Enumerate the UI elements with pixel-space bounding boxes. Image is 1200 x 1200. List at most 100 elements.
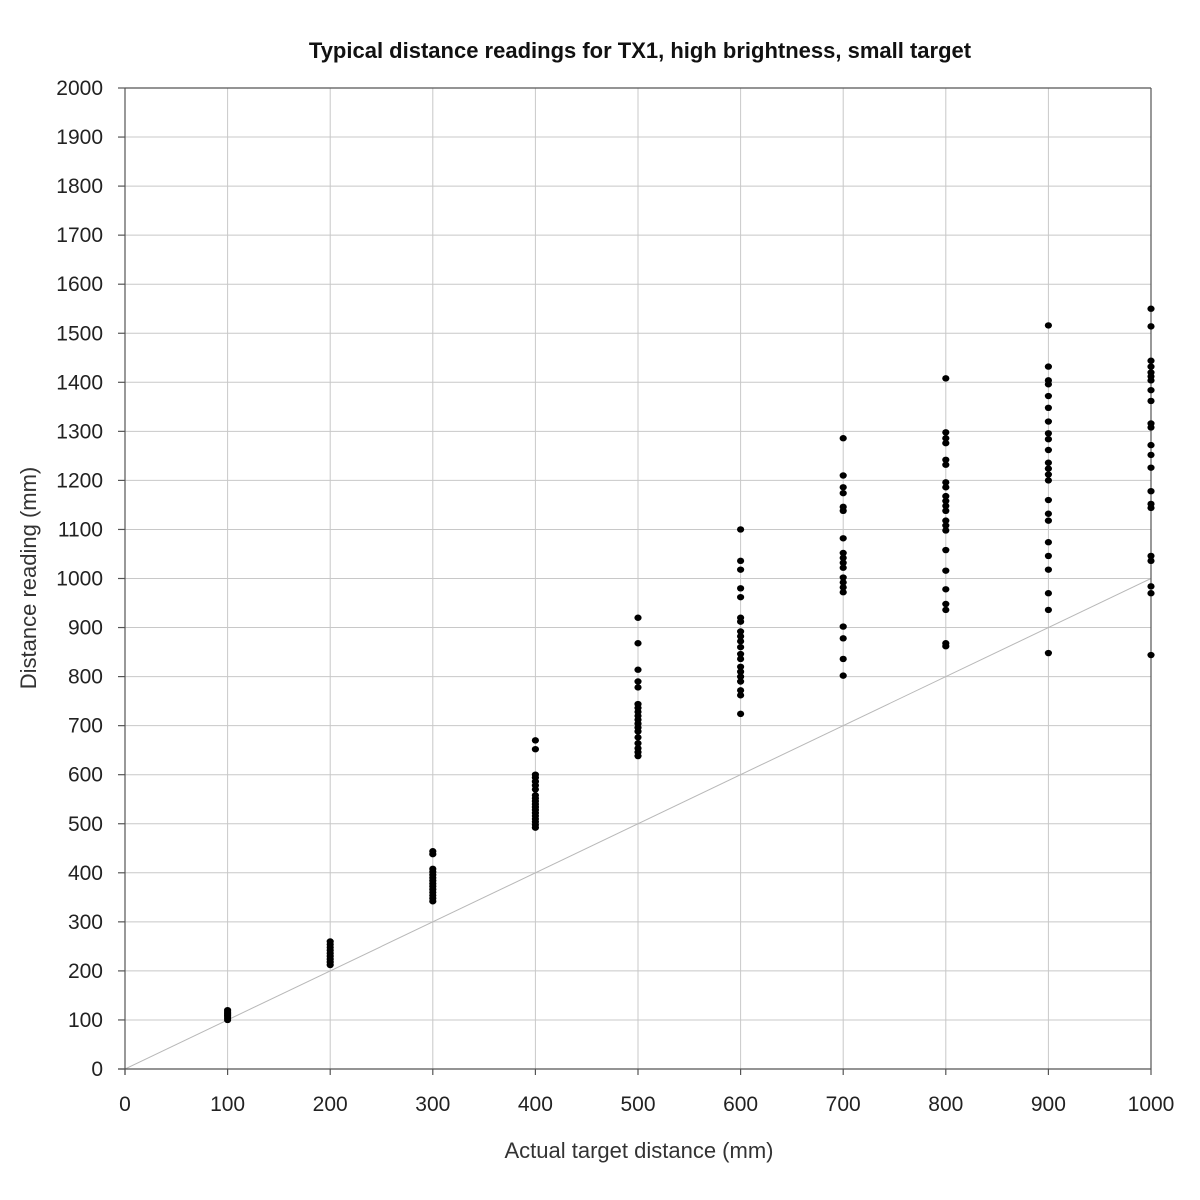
x-tick-label-700: 700 [826, 1093, 861, 1116]
data-point-700-5 [839, 584, 847, 591]
data-point-900-0 [1044, 649, 1052, 657]
data-point-500-12 [634, 700, 642, 708]
data-point-800-19 [942, 435, 950, 442]
data-point-800-6 [942, 546, 950, 554]
x-tick-label-400: 400 [518, 1093, 553, 1116]
data-point-400-17 [531, 745, 540, 753]
x-tick-label-100: 100 [210, 1093, 245, 1116]
data-point-600-11 [737, 633, 745, 640]
data-point-1000-7 [1147, 487, 1155, 495]
x-tick-label-200: 200 [313, 1093, 348, 1116]
y-axis-label: Distance reading (mm) [16, 467, 41, 690]
data-point-900-16 [1044, 418, 1052, 425]
data-point-600-10 [737, 638, 745, 645]
data-point-1000-8 [1147, 464, 1155, 471]
data-point-800-8 [942, 522, 950, 529]
x-tick-label-600: 600 [723, 1093, 758, 1116]
y-tick-label-1200: 1200 [56, 469, 103, 492]
y-tick-label-500: 500 [68, 813, 103, 836]
data-point-500-2 [634, 745, 642, 752]
data-point-800-9 [942, 517, 950, 524]
data-point-600-0 [737, 710, 745, 718]
data-point-200-8 [326, 938, 334, 945]
data-point-800-3 [942, 600, 950, 608]
data-point-400-16 [531, 771, 540, 778]
data-point-900-5 [1044, 539, 1052, 546]
data-point-600-9 [737, 643, 745, 651]
y-tick-label-1400: 1400 [56, 371, 103, 394]
x-tick-label-1000: 1000 [1128, 1093, 1175, 1116]
x-tick-label-800: 800 [928, 1093, 963, 1116]
data-point-500-4 [634, 734, 642, 741]
data-point-700-16 [839, 484, 847, 491]
chart-title: Typical distance readings for TX1, high … [309, 38, 972, 63]
data-point-1000-4 [1147, 552, 1155, 560]
data-point-800-7 [942, 527, 950, 534]
axes [118, 87, 1152, 1075]
data-point-1000-13 [1147, 397, 1155, 405]
data-point-600-17 [737, 566, 745, 573]
data-point-900-6 [1044, 517, 1052, 524]
data-point-800-20 [942, 429, 950, 436]
data-point-1000-0 [1147, 651, 1155, 659]
data-point-800-15 [942, 479, 950, 486]
data-point-700-14 [839, 503, 847, 511]
data-point-1000-12 [1147, 420, 1155, 427]
data-point-800-13 [942, 492, 950, 500]
data-point-1000-17 [1147, 369, 1155, 376]
y-tick-label-300: 300 [68, 911, 103, 934]
data-point-800-18 [942, 439, 950, 447]
y-tick-label-900: 900 [68, 617, 103, 640]
data-point-600-18 [737, 557, 745, 565]
data-point-700-3 [839, 623, 847, 630]
data-point-700-11 [839, 549, 847, 557]
data-point-900-15 [1044, 430, 1052, 437]
y-tick-label-1300: 1300 [56, 420, 103, 443]
data-point-900-1 [1044, 606, 1052, 614]
data-point-900-18 [1044, 392, 1052, 400]
data-point-800-1 [942, 640, 950, 647]
data-point-800-17 [942, 456, 950, 463]
data-point-700-4 [839, 589, 847, 596]
data-point-800-11 [942, 502, 950, 510]
data-point-900-3 [1044, 566, 1052, 573]
data-point-1000-1 [1147, 590, 1155, 597]
x-axis-label: Actual target distance (mm) [505, 1138, 774, 1163]
data-point-600-15 [737, 593, 745, 601]
y-tick-label-800: 800 [68, 666, 103, 689]
y-tick-label-1800: 1800 [56, 175, 103, 198]
data-point-700-9 [839, 559, 847, 567]
data-point-900-17 [1044, 404, 1052, 412]
data-point-600-12 [737, 628, 745, 635]
tick-labels: 0 100 200 300 400 500 600 700 800 900 1000 0 100 200 3… [56, 77, 1174, 1116]
y-tick-label-600: 600 [68, 764, 103, 787]
data-point-900-8 [1044, 496, 1052, 504]
data-point-600-7 [737, 655, 745, 663]
data-point-900-20 [1044, 377, 1052, 384]
data-point-1000-21 [1147, 305, 1155, 312]
data-point-900-13 [1044, 446, 1052, 454]
data-point-500-14 [634, 678, 642, 685]
data-point-1000-14 [1147, 386, 1155, 394]
data-point-1000-18 [1147, 363, 1155, 370]
y-tick-label-200: 200 [68, 960, 103, 983]
data-point-700-17 [839, 472, 847, 479]
data-point-400-11 [531, 792, 540, 799]
data-point-600-4 [737, 673, 745, 680]
x-tick-label-900: 900 [1031, 1093, 1066, 1116]
data-point-1000-6 [1147, 500, 1155, 508]
data-point-500-17 [634, 614, 642, 621]
reference-line [124, 578, 1152, 1070]
data-point-900-14 [1044, 435, 1052, 443]
data-point-800-12 [942, 497, 950, 505]
data-point-500-13 [634, 684, 642, 691]
data-points [224, 305, 1155, 1024]
y-tick-label-100: 100 [68, 1009, 103, 1032]
data-point-900-4 [1044, 552, 1052, 560]
y-tick-label-0: 0 [91, 1058, 103, 1081]
data-point-600-2 [737, 687, 745, 694]
data-point-900-11 [1044, 465, 1052, 472]
data-point-600-1 [737, 692, 745, 699]
